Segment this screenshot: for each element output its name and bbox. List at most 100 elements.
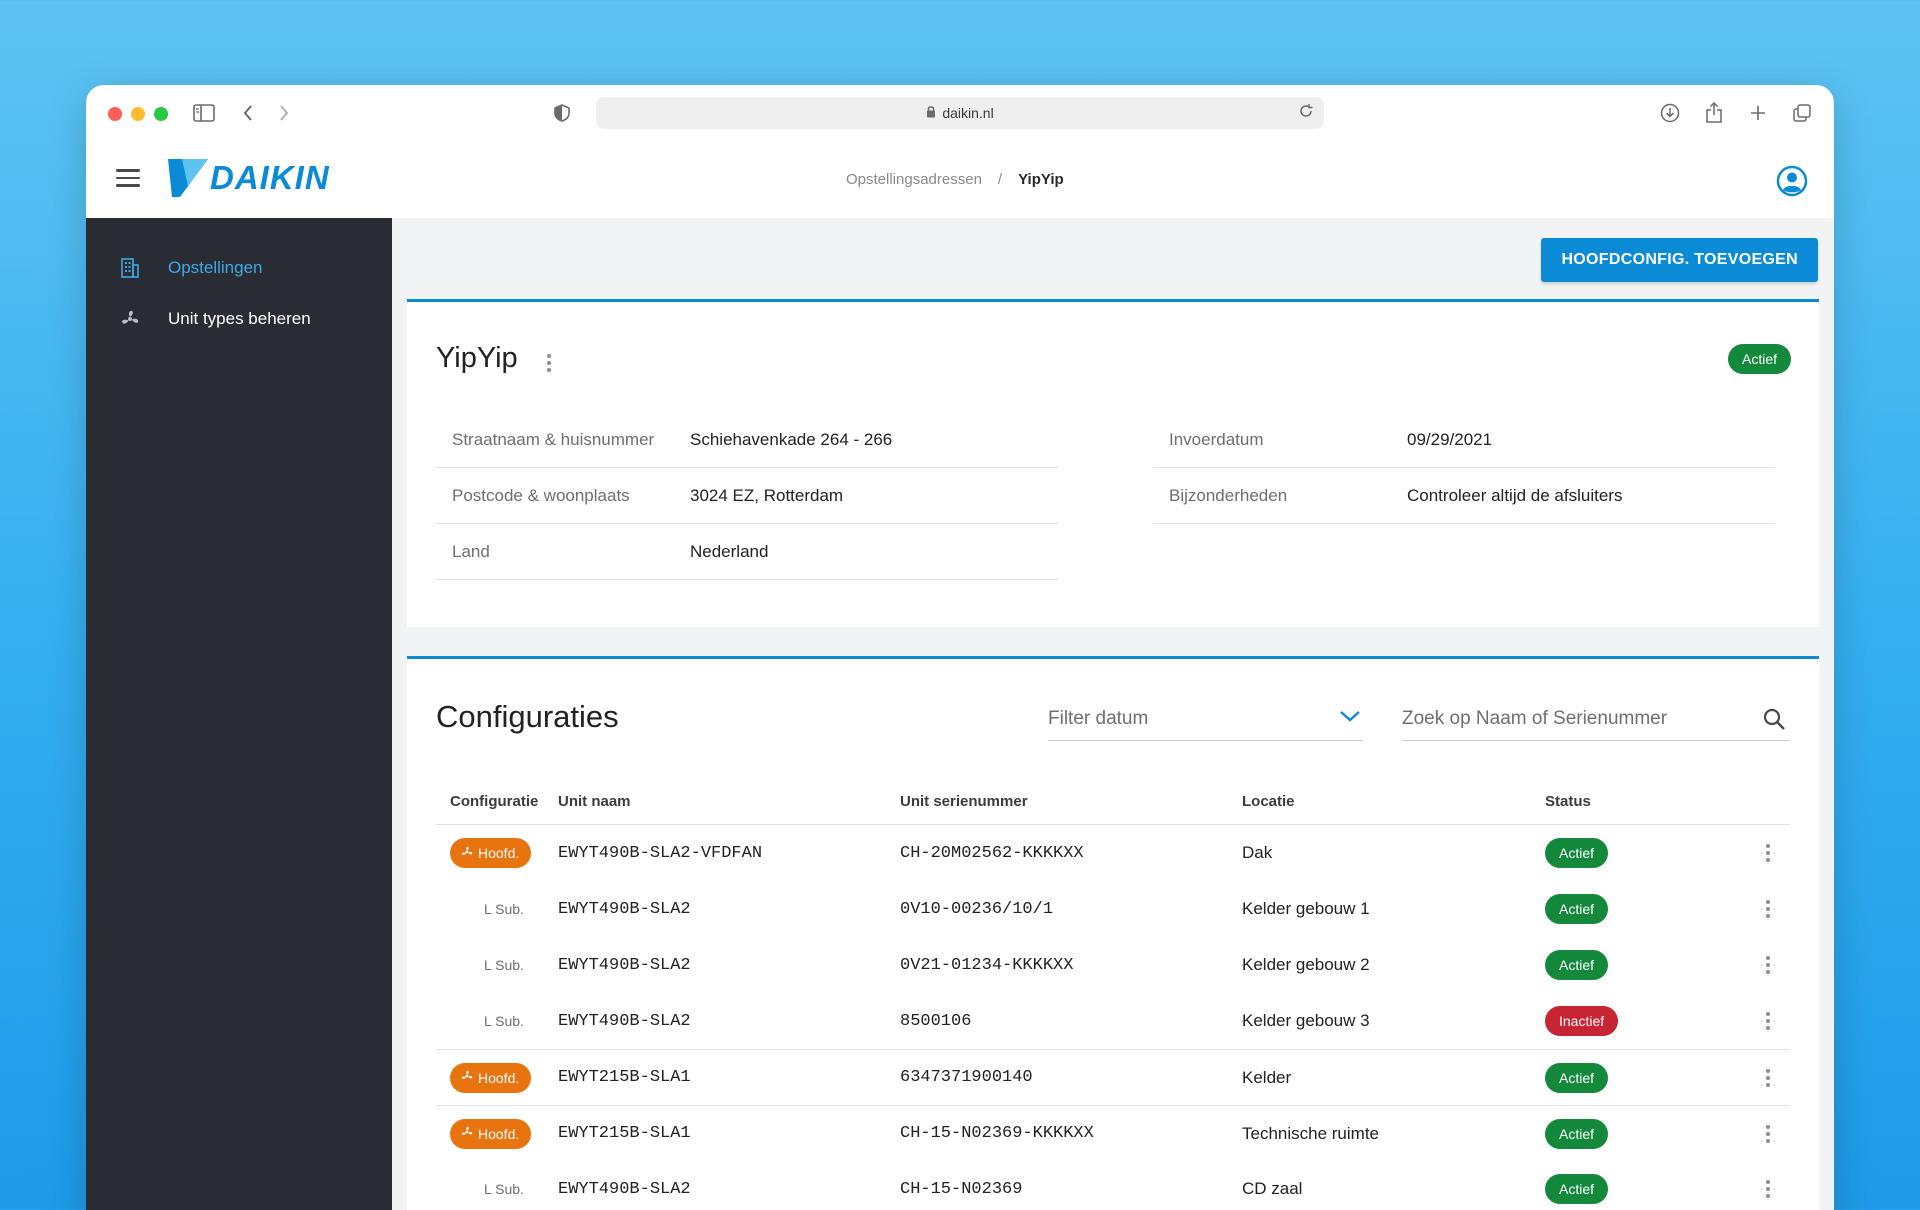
- more-options-icon[interactable]: [1765, 1180, 1770, 1198]
- fan-icon: [460, 1125, 474, 1142]
- row-actions: [1745, 844, 1790, 862]
- back-icon[interactable]: [234, 99, 262, 127]
- fan-icon: [118, 307, 142, 331]
- download-icon[interactable]: [1656, 99, 1684, 127]
- more-options-icon[interactable]: [1765, 956, 1770, 974]
- unit-name-cell: EWYT215B-SLA1: [558, 1124, 691, 1143]
- serial-number-cell: 6347371900140: [900, 1068, 1033, 1087]
- config-type-cell: L Sub.: [436, 1011, 558, 1031]
- address-info-left: Straatnaam & huisnummer Schiehavenkade 2…: [436, 412, 1058, 580]
- info-row: Postcode & woonplaats 3024 EZ, Rotterdam: [436, 468, 1058, 524]
- new-tab-icon[interactable]: [1744, 99, 1772, 127]
- serial-number-cell: 8500106: [900, 1011, 972, 1031]
- more-options-icon[interactable]: [1765, 844, 1770, 862]
- row-actions: [1745, 900, 1790, 918]
- location-cell: Dak: [1242, 843, 1273, 862]
- search-field: [1402, 697, 1790, 741]
- address-bar[interactable]: daikin.nl: [596, 97, 1324, 129]
- building-icon: [118, 256, 142, 280]
- status-cell: Actief: [1545, 1118, 1745, 1149]
- status-badge: Actief: [1545, 1174, 1609, 1204]
- row-actions: [1745, 1180, 1790, 1198]
- table-row[interactable]: L Sub. EWYT490B-SLA2 0V21-01234-KKKKXX Keld…: [436, 937, 1790, 993]
- minimize-window-button[interactable]: [131, 107, 145, 121]
- daikin-logo[interactable]: DAIKIN: [168, 158, 330, 198]
- info-row: Land Nederland: [436, 524, 1058, 580]
- add-main-config-button[interactable]: HOOFDCONFIG. TOEVOEGEN: [1541, 238, 1818, 282]
- maximize-window-button[interactable]: [154, 107, 168, 121]
- date-filter-select[interactable]: Filter datum: [1048, 697, 1363, 741]
- info-row: Bijzonderheden Controleer altijd de afsl…: [1153, 468, 1775, 524]
- more-options-icon[interactable]: [1765, 900, 1770, 918]
- status-cell: Actief: [1545, 894, 1745, 924]
- date-filter-placeholder: Filter datum: [1048, 707, 1149, 729]
- more-options-icon[interactable]: [1765, 1012, 1770, 1030]
- table-row[interactable]: L Sub. EWYT490B-SLA2 8500106 Kelder gebouw …: [436, 993, 1790, 1049]
- unit-name-cell: EWYT490B-SLA2: [558, 1011, 691, 1031]
- configurations-title: Configuraties: [436, 699, 619, 734]
- info-value: 09/29/2021: [1407, 429, 1493, 449]
- unit-name-cell: EWYT490B-SLA2: [558, 899, 691, 919]
- location-cell: Kelder: [1242, 1067, 1292, 1087]
- location-cell: CD zaal: [1242, 1179, 1303, 1198]
- table-row[interactable]: L Sub. EWYT490B-SLA2 CH-15-N02369 CD zaal Ac…: [436, 1161, 1790, 1210]
- sidebar-item-label: Opstellingen: [168, 258, 263, 277]
- main-config-badge: Hoofd.: [450, 1062, 532, 1093]
- status-cell: Actief: [1545, 1062, 1745, 1093]
- unit-name-cell: EWYT490B-SLA2: [558, 955, 691, 975]
- more-options-icon[interactable]: [547, 354, 551, 372]
- configurations-card: Configuraties Filter datum Configuratie …: [407, 656, 1819, 1210]
- brand-name: DAIKIN: [210, 159, 330, 196]
- column-header: Configuratie: [450, 793, 539, 810]
- config-type-label: Hoofd.: [478, 1125, 520, 1142]
- config-type-cell: L Sub.: [436, 1179, 558, 1199]
- config-type-cell: Hoofd.: [436, 1118, 558, 1149]
- status-badge: Actief: [1545, 1062, 1609, 1093]
- more-options-icon[interactable]: [1765, 1068, 1770, 1087]
- table-row[interactable]: L Sub. EWYT490B-SLA2 0V10-00236/10/1 Kelder…: [436, 881, 1790, 937]
- table-row[interactable]: Hoofd. EWYT215B-SLA1 CH-15-N02369-KKKKXX Te…: [436, 1105, 1790, 1161]
- status-badge: Actief: [1545, 838, 1609, 868]
- status-cell: Actief: [1545, 838, 1745, 868]
- share-icon[interactable]: [1700, 99, 1728, 127]
- unit-name-cell: EWYT490B-SLA2-VFDFAN: [558, 843, 763, 863]
- search-input[interactable]: [1402, 707, 1742, 730]
- main-content: HOOFDCONFIG. TOEVOEGEN YipYip Actief Str…: [392, 218, 1834, 1210]
- breadcrumb: Opstellingsadressen / YipYip: [846, 171, 1064, 188]
- location-cell: Kelder gebouw 1: [1242, 899, 1370, 918]
- forward-icon[interactable]: [270, 99, 298, 127]
- address-detail-card: YipYip Actief Straatnaam & huisnummer Sc…: [407, 299, 1819, 627]
- info-row: Invoerdatum 09/29/2021: [1153, 412, 1775, 468]
- status-badge: Inactief: [1545, 1006, 1619, 1036]
- sidebar-toggle-icon[interactable]: [190, 99, 218, 127]
- search-icon[interactable]: [1762, 707, 1786, 736]
- sidebar-item-opstellingen[interactable]: Opstellingen: [118, 256, 263, 280]
- more-options-icon[interactable]: [1765, 1124, 1770, 1143]
- table-body: Hoofd. EWYT490B-SLA2-VFDFAN CH-20M02562-KK…: [436, 825, 1790, 1210]
- reload-icon[interactable]: [1298, 103, 1314, 122]
- fan-icon: [460, 845, 474, 862]
- table-row[interactable]: Hoofd. EWYT490B-SLA2-VFDFAN CH-20M02562-KK…: [436, 825, 1790, 881]
- info-value: Controleer altijd de afsluiters: [1407, 485, 1623, 505]
- user-account-icon[interactable]: [1776, 165, 1808, 197]
- location-cell: Technische ruimte: [1242, 1123, 1380, 1143]
- menu-icon[interactable]: [116, 169, 140, 189]
- serial-number-cell: 0V10-00236/10/1: [900, 899, 1054, 919]
- tab-overview-icon[interactable]: [1788, 99, 1816, 127]
- table-row[interactable]: Hoofd. EWYT215B-SLA1 6347371900140 Kelder Ac…: [436, 1049, 1790, 1105]
- unit-name-cell: EWYT215B-SLA1: [558, 1068, 691, 1087]
- info-label: Postcode & woonplaats: [452, 485, 630, 505]
- info-label: Land: [452, 541, 490, 561]
- config-type-cell: L Sub.: [436, 899, 558, 919]
- address-info-right: Invoerdatum 09/29/2021 Bijzonderheden Co…: [1153, 412, 1775, 524]
- info-value: Nederland: [690, 541, 769, 561]
- config-type-cell: Hoofd.: [436, 838, 558, 868]
- config-type-label: L Sub.: [484, 1013, 524, 1029]
- info-label: Bijzonderheden: [1169, 485, 1288, 505]
- privacy-shield-icon[interactable]: [548, 99, 576, 127]
- info-label: Straatnaam & huisnummer: [452, 429, 655, 449]
- breadcrumb-parent-link[interactable]: Opstellingsadressen: [846, 171, 982, 188]
- sidebar-item-unit-types[interactable]: Unit types beheren: [118, 307, 311, 331]
- location-cell: Kelder gebouw 2: [1242, 955, 1370, 974]
- close-window-button[interactable]: [108, 107, 122, 121]
